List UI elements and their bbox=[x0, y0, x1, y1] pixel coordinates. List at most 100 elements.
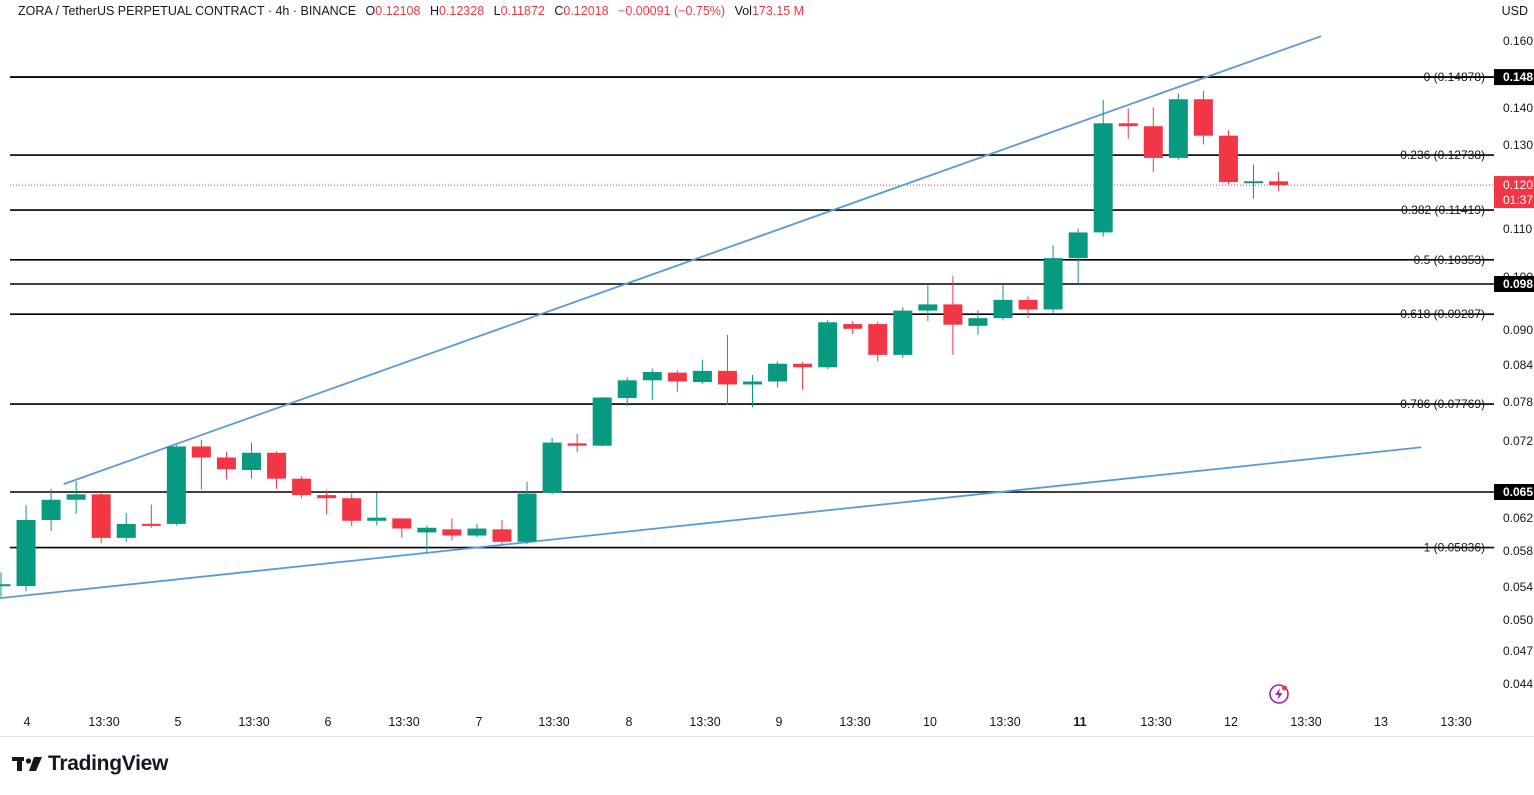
candle-body bbox=[993, 299, 1013, 319]
candle bbox=[66, 481, 86, 514]
candle bbox=[0, 572, 11, 597]
candle bbox=[392, 518, 412, 538]
candle bbox=[793, 361, 813, 390]
chart-legend: ZORA / TetherUS PERPETUAL CONTRACT · 4h … bbox=[18, 4, 804, 18]
fib-level-label: 0.236 (0.12738) bbox=[1400, 148, 1485, 162]
candle bbox=[41, 488, 61, 531]
price-axis-tick: 0.050 bbox=[1503, 613, 1533, 627]
price-axis-tick: 0.047 bbox=[1503, 644, 1533, 658]
time-axis-tick: 13:30 bbox=[538, 715, 569, 729]
price-axis-tick: 0.044 bbox=[1503, 677, 1533, 691]
trendline-upper bbox=[63, 35, 1322, 486]
candle bbox=[367, 492, 387, 526]
candle bbox=[1269, 172, 1289, 192]
candle-body bbox=[141, 523, 161, 526]
fib-level-label: 0.618 (0.09287) bbox=[1400, 307, 1485, 321]
candle bbox=[893, 307, 913, 358]
candle-body bbox=[893, 310, 913, 355]
fib-retracement-layer[interactable]: 0 (0.14878)0.236 (0.12738)0.382 (0.11419… bbox=[10, 70, 1494, 555]
candle-body bbox=[918, 304, 938, 311]
level-badge-label: 0.065 bbox=[1503, 485, 1533, 499]
tradingview-logo[interactable]: TradingView bbox=[12, 752, 168, 776]
candle-body bbox=[843, 324, 863, 329]
candle-body bbox=[1244, 181, 1263, 184]
price-axis-tick: 0.110 bbox=[1503, 222, 1532, 236]
candle-body bbox=[1218, 135, 1238, 183]
candle bbox=[191, 439, 211, 490]
candle-body bbox=[16, 520, 36, 587]
candle bbox=[16, 505, 36, 592]
candle-body bbox=[292, 478, 312, 496]
candle-body bbox=[66, 494, 86, 500]
candle bbox=[1244, 164, 1263, 199]
bolt-icon[interactable] bbox=[1268, 683, 1290, 710]
candle bbox=[567, 433, 587, 452]
candle-body bbox=[1193, 99, 1213, 136]
price-axis-tick: 0.054 bbox=[1503, 580, 1533, 594]
candle-body bbox=[968, 318, 988, 326]
candle-body bbox=[1118, 123, 1138, 127]
price-chart[interactable]: 0 (0.14878)0.236 (0.12738)0.382 (0.11419… bbox=[0, 0, 1534, 736]
candle bbox=[242, 442, 261, 479]
price-axis-tick: 0.160 bbox=[1503, 34, 1533, 48]
candle bbox=[91, 492, 111, 544]
symbol-title[interactable]: ZORA / TetherUS PERPETUAL CONTRACT · 4h … bbox=[18, 4, 357, 18]
fib-level-label: 0.5 (0.10353) bbox=[1414, 253, 1485, 267]
candle-body bbox=[1043, 258, 1063, 310]
candle-body bbox=[267, 452, 287, 479]
candle-body bbox=[91, 494, 111, 538]
time-axis-tick: 13:30 bbox=[689, 715, 720, 729]
candle bbox=[943, 276, 963, 355]
candle bbox=[868, 321, 888, 362]
candle-body bbox=[367, 517, 387, 521]
candles-layer[interactable] bbox=[0, 90, 1289, 597]
time-axis-tick: 13:30 bbox=[238, 715, 269, 729]
candle-body bbox=[768, 363, 788, 382]
candle-body bbox=[317, 495, 337, 499]
time-axis-tick: 13:30 bbox=[989, 715, 1020, 729]
level-badge bbox=[1494, 276, 1534, 292]
candle-body bbox=[617, 380, 637, 399]
candle bbox=[1218, 130, 1238, 185]
bar-countdown-label: 01:37 bbox=[1503, 193, 1533, 207]
candle bbox=[216, 451, 236, 480]
candle-body bbox=[868, 324, 888, 355]
candle bbox=[442, 518, 462, 541]
candle-body bbox=[1168, 99, 1188, 158]
brand-name: TradingView bbox=[48, 752, 169, 775]
low-label: L bbox=[493, 4, 501, 18]
volume-label: Vol bbox=[734, 4, 752, 18]
price-axis-tick: 0.130 bbox=[1503, 138, 1533, 152]
fib-level-label: 0.382 (0.11419) bbox=[1401, 203, 1485, 217]
open-label: O bbox=[365, 4, 376, 18]
candle bbox=[592, 396, 612, 447]
candle-body bbox=[743, 381, 762, 385]
candle bbox=[667, 370, 687, 392]
candle-body bbox=[166, 446, 186, 524]
candle bbox=[542, 437, 562, 495]
candle bbox=[1193, 90, 1213, 145]
price-axis[interactable]: 0.1600.1400.1300.1100.1000.0900.0840.078… bbox=[1494, 34, 1534, 691]
candle bbox=[968, 310, 988, 335]
currency-selector[interactable]: USD bbox=[1501, 4, 1528, 18]
candle bbox=[642, 368, 662, 400]
candle-body bbox=[342, 498, 362, 521]
candle bbox=[166, 444, 186, 526]
candle-body bbox=[592, 397, 612, 446]
candle bbox=[818, 319, 838, 370]
candle-body bbox=[567, 443, 587, 446]
price-axis-tick: 0.062 bbox=[1503, 511, 1533, 525]
candle-body bbox=[1018, 299, 1038, 310]
candle-body bbox=[1068, 232, 1088, 259]
trendline-layer[interactable] bbox=[0, 35, 1422, 600]
candle bbox=[692, 359, 712, 384]
candle bbox=[267, 451, 287, 489]
candle bbox=[993, 285, 1013, 321]
candle bbox=[492, 520, 512, 545]
price-axis-tick: 0.072 bbox=[1503, 434, 1533, 448]
candle bbox=[1118, 108, 1138, 139]
time-axis[interactable]: 4 13:30 5 13:30 6 13:30 7 13:30 8 13:30 9 13:30 10 13… bbox=[24, 715, 1472, 729]
last-price-badge bbox=[1494, 176, 1534, 209]
time-axis-tick: 8 bbox=[626, 715, 633, 729]
time-axis-tick: 5 bbox=[175, 715, 182, 729]
